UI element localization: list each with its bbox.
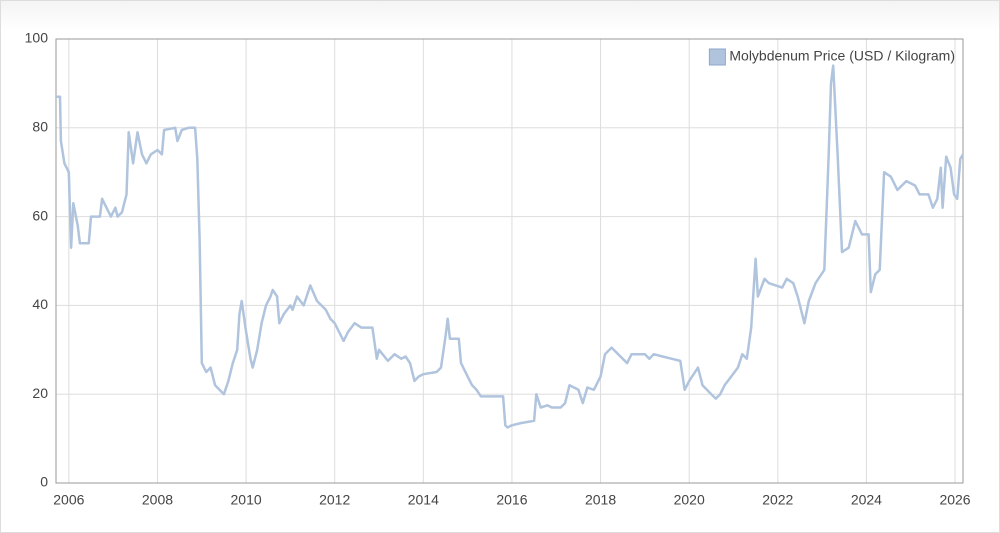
y-tick-label: 100: [25, 30, 49, 46]
x-tick-label: 2008: [142, 492, 173, 508]
x-tick-label: 2020: [674, 492, 705, 508]
y-tick-label: 40: [32, 296, 48, 312]
x-tick-label: 2022: [762, 492, 793, 508]
x-tick-label: 2010: [231, 492, 262, 508]
legend-label: Molybdenum Price (USD / Kilogram): [729, 48, 955, 64]
price-line: [56, 64, 965, 429]
x-tick-label: 2014: [408, 492, 439, 508]
x-tick-label: 2018: [585, 492, 616, 508]
x-tick-label: 2012: [319, 492, 350, 508]
x-tick-label: 2006: [53, 492, 84, 508]
x-tick-label: 2016: [496, 492, 527, 508]
x-tick-label: 2024: [851, 492, 882, 508]
y-tick-label: 20: [32, 385, 48, 401]
plot-border: [55, 38, 964, 484]
plot-area: [56, 39, 963, 483]
x-tick-label: 2026: [939, 492, 970, 508]
y-tick-label: 0: [40, 474, 48, 490]
legend-swatch: [708, 48, 726, 66]
y-tick-label: 80: [32, 119, 48, 135]
y-tick-label: 60: [32, 207, 48, 223]
